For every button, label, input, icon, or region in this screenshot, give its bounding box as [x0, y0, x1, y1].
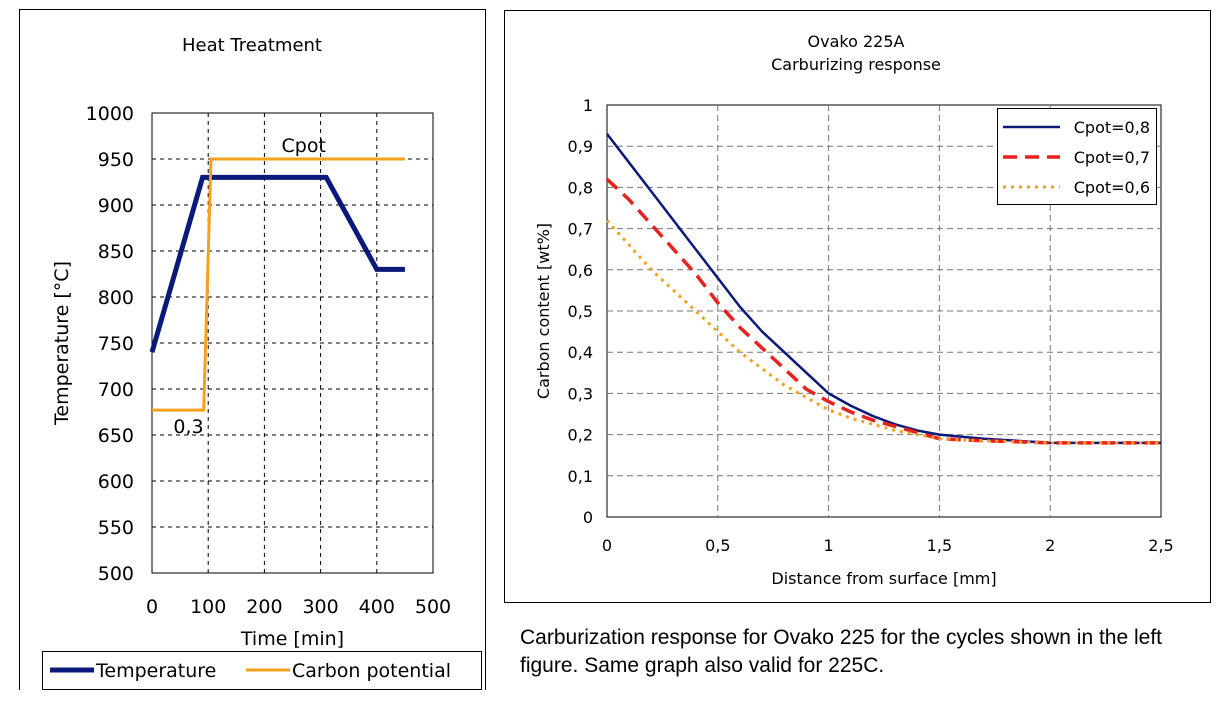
x-tick-label: 1	[824, 536, 834, 555]
annotation-cpot: Cpot	[282, 135, 326, 157]
x-tick-label: 2	[1045, 536, 1055, 555]
y-tick-label: 950	[98, 149, 134, 171]
carburizing-response-chart: Ovako 225A Carburizing response 0 0,5 1 1,5 2 2…	[504, 10, 1211, 603]
x-axis-label: Distance from surface [mm]	[771, 569, 996, 588]
figure-caption: Carburization response for Ovako 225 for…	[520, 626, 1162, 677]
y-tick-label: 1000	[86, 103, 134, 125]
y-tick-label: 0	[583, 508, 593, 527]
y-axis-label: Temperature [°C]	[51, 261, 73, 426]
y-tick-label: 0,9	[568, 137, 593, 156]
y-tick-label: 0,4	[568, 343, 593, 362]
x-tick-label: 0,5	[705, 536, 730, 555]
chart-title: Heat Treatment	[182, 35, 322, 56]
x-tick-label: 0	[146, 596, 158, 618]
x-tick-label: 2,5	[1148, 536, 1173, 555]
y-tick-label: 0,5	[568, 302, 593, 321]
heat-treatment-chart: Heat Treatment 0 100 200 300 400 500 500 550 600 6…	[19, 9, 486, 690]
y-tick-label: 0,7	[568, 220, 593, 239]
x-tick-label: 100	[190, 596, 226, 618]
y-tick-label: 650	[98, 425, 134, 447]
y-tick-label: 0,3	[568, 384, 593, 403]
series-line-cpot-0-6	[605, 219, 1161, 445]
y-tick-label: 850	[98, 241, 134, 263]
y-tick-label: 750	[98, 333, 134, 355]
chart-subtitle: Carburizing response	[771, 55, 941, 74]
x-tick-label: 0	[602, 536, 612, 555]
legend-label-cpot-0-8: Cpot=0,8	[1074, 118, 1150, 137]
series-line-carbon-potential	[152, 157, 405, 412]
legend-label-cpot-0-6: Cpot=0,6	[1074, 178, 1150, 197]
y-tick-label: 600	[98, 471, 134, 493]
x-tick-label: 400	[359, 596, 395, 618]
y-tick-label: 500	[98, 563, 134, 585]
y-tick-label: 550	[98, 517, 134, 539]
y-tick-label: 1	[583, 96, 593, 115]
x-tick-label: 500	[415, 596, 451, 618]
legend-label-cpot-0-7: Cpot=0,7	[1074, 148, 1150, 167]
y-tick-label: 0,1	[568, 467, 593, 486]
x-tick-label: 1,5	[927, 536, 952, 555]
y-tick-label: 0,2	[568, 426, 593, 445]
series-line-cpot-0-8	[606, 133, 1161, 445]
x-tick-label: 300	[302, 596, 338, 618]
legend-label-carbon-potential: Carbon potential	[292, 660, 451, 682]
y-axis-label: Carbon content [wt%]	[534, 223, 553, 399]
x-tick-label: 200	[246, 596, 282, 618]
series-line-temperature	[149, 174, 405, 353]
y-tick-label: 0,8	[568, 178, 593, 197]
y-tick-label: 0,6	[568, 261, 593, 280]
x-axis-label: Time [min]	[240, 628, 344, 650]
legend-box	[997, 108, 1157, 205]
y-tick-label: 900	[98, 195, 134, 217]
y-tick-label: 700	[98, 379, 134, 401]
legend-label-temperature: Temperature	[95, 660, 216, 682]
annotation-0-3: 0,3	[173, 416, 203, 438]
series-line-cpot-0-7	[605, 177, 1161, 445]
chart-title: Ovako 225A	[808, 32, 905, 51]
y-tick-label: 800	[98, 287, 134, 309]
